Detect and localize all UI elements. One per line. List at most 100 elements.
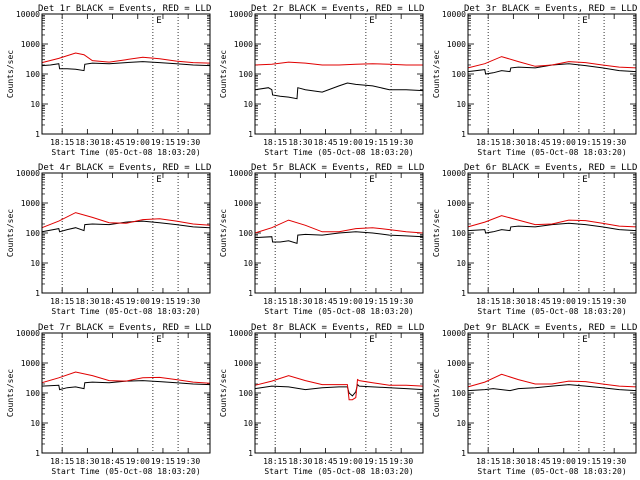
plot-frame (254, 332, 424, 454)
panel-title: Det 3r BLACK = Events, RED = LLD (464, 4, 637, 14)
lld-series-line (254, 219, 424, 234)
x-axis-label: Start Time (05-Oct-08 18:03:20) (477, 148, 626, 157)
y-tick-label: 10 (456, 419, 466, 428)
events-series-line (41, 61, 211, 72)
y-tick-label: 10000 (442, 10, 466, 19)
x-tick-label: 18:15 (50, 138, 74, 147)
x-tick-label: 19:15 (151, 457, 175, 466)
x-axis-label: Start Time (05-Oct-08 18:03:20) (51, 307, 200, 316)
x-tick-label: 19:30 (602, 297, 626, 306)
x-tick-label: 19:00 (552, 297, 576, 306)
x-tick-label: 18:45 (314, 457, 338, 466)
panel-title: Det 2r BLACK = Events, RED = LLD (251, 4, 424, 14)
y-tick-label: 100 (239, 389, 254, 398)
x-tick-label: 18:15 (50, 297, 74, 306)
y-tick-label: 1000 (447, 199, 466, 208)
plot-frame (41, 13, 211, 135)
x-tick-label: 18:30 (501, 297, 525, 306)
x-tick-label: 18:15 (263, 297, 287, 306)
x-tick-label: 19:15 (364, 297, 388, 306)
x-tick-label: 19:00 (339, 297, 363, 306)
y-tick-label: 1 (248, 449, 253, 458)
x-tick-label: 19:00 (339, 457, 363, 466)
x-tick-label: 19:00 (126, 457, 150, 466)
y-tick-label: 1 (35, 449, 40, 458)
x-tick-label: 18:30 (75, 457, 99, 466)
lld-series-line (467, 56, 637, 69)
y-tick-label: 10 (30, 259, 40, 268)
y-tick-label: 100 (26, 70, 41, 79)
y-tick-label: 100 (452, 229, 467, 238)
events-series-line (467, 63, 637, 75)
x-tick-label: 18:15 (476, 138, 500, 147)
y-tick-label: 100 (452, 389, 467, 398)
y-tick-label: 1000 (234, 40, 253, 49)
x-tick-label: 19:30 (389, 138, 413, 147)
panel-title: Det 1r BLACK = Events, RED = LLD (38, 4, 211, 14)
y-tick-label: 100 (452, 70, 467, 79)
x-tick-label: 18:30 (288, 457, 312, 466)
x-tick-label: 18:30 (75, 138, 99, 147)
x-tick-label: 19:00 (126, 297, 150, 306)
x-axis-label: Start Time (05-Oct-08 18:03:20) (264, 148, 413, 157)
y-tick-label: 100 (239, 70, 254, 79)
y-axis-label: Counts/sec (432, 369, 441, 417)
panel-title: Det 5r BLACK = Events, RED = LLD (251, 163, 424, 173)
x-tick-label: 18:45 (101, 138, 125, 147)
x-axis-label: Start Time (05-Oct-08 18:03:20) (51, 467, 200, 476)
y-tick-label: 10 (243, 419, 253, 428)
x-axis-label: Start Time (05-Oct-08 18:03:20) (51, 148, 200, 157)
detector-panel: Det 2r BLACK = Events, RED = LLD 1 10 100 10… (219, 4, 424, 157)
events-series-line (467, 384, 637, 392)
plot-frame (467, 332, 637, 454)
y-tick-label: 1000 (21, 40, 40, 49)
x-tick-label: 19:15 (364, 138, 388, 147)
x-tick-label: 19:30 (176, 457, 200, 466)
detector-panel: Det 5r BLACK = Events, RED = LLD 1 10 100 10… (219, 163, 424, 316)
e-marker: E (156, 335, 161, 345)
y-tick-label: 10000 (442, 169, 466, 178)
events-series-line (254, 383, 424, 397)
lld-series-line (467, 373, 637, 388)
panel-title: Det 9r BLACK = Events, RED = LLD (464, 323, 637, 333)
y-tick-label: 10 (243, 100, 253, 109)
e-marker: E (582, 335, 587, 345)
x-tick-label: 19:15 (577, 297, 601, 306)
x-tick-label: 19:00 (552, 138, 576, 147)
x-axis-label: Start Time (05-Oct-08 18:03:20) (264, 307, 413, 316)
x-tick-label: 19:00 (126, 138, 150, 147)
y-tick-label: 10000 (16, 10, 40, 19)
x-tick-label: 18:15 (263, 138, 287, 147)
x-tick-label: 19:15 (151, 138, 175, 147)
y-axis-label: Counts/sec (219, 369, 228, 417)
y-tick-label: 1 (35, 289, 40, 298)
x-tick-label: 18:30 (75, 297, 99, 306)
y-tick-label: 100 (26, 229, 41, 238)
x-tick-label: 19:00 (339, 138, 363, 147)
y-axis-label: Counts/sec (6, 209, 15, 257)
events-series-line (254, 231, 424, 245)
y-tick-label: 1 (461, 449, 466, 458)
detector-panel: Det 4r BLACK = Events, RED = LLD 1 10 100 10… (6, 163, 211, 316)
events-series-line (41, 380, 211, 391)
e-marker: E (369, 16, 374, 26)
y-tick-label: 10000 (16, 169, 40, 178)
x-tick-label: 19:30 (176, 138, 200, 147)
x-tick-label: 18:30 (501, 138, 525, 147)
x-tick-label: 18:30 (501, 457, 525, 466)
x-tick-label: 18:45 (527, 457, 551, 466)
lld-series-line (41, 212, 211, 229)
plot-frame (254, 172, 424, 294)
y-axis-label: Counts/sec (219, 50, 228, 98)
x-tick-label: 18:45 (101, 457, 125, 466)
y-tick-label: 10 (456, 100, 466, 109)
x-tick-label: 19:15 (577, 138, 601, 147)
y-tick-label: 1000 (447, 40, 466, 49)
y-tick-label: 1000 (21, 359, 40, 368)
detector-panel: Det 6r BLACK = Events, RED = LLD 1 10 100 10… (432, 163, 637, 316)
y-axis-label: Counts/sec (432, 209, 441, 257)
lld-series-line (41, 371, 211, 384)
y-tick-label: 100 (26, 389, 41, 398)
x-tick-label: 18:15 (476, 457, 500, 466)
